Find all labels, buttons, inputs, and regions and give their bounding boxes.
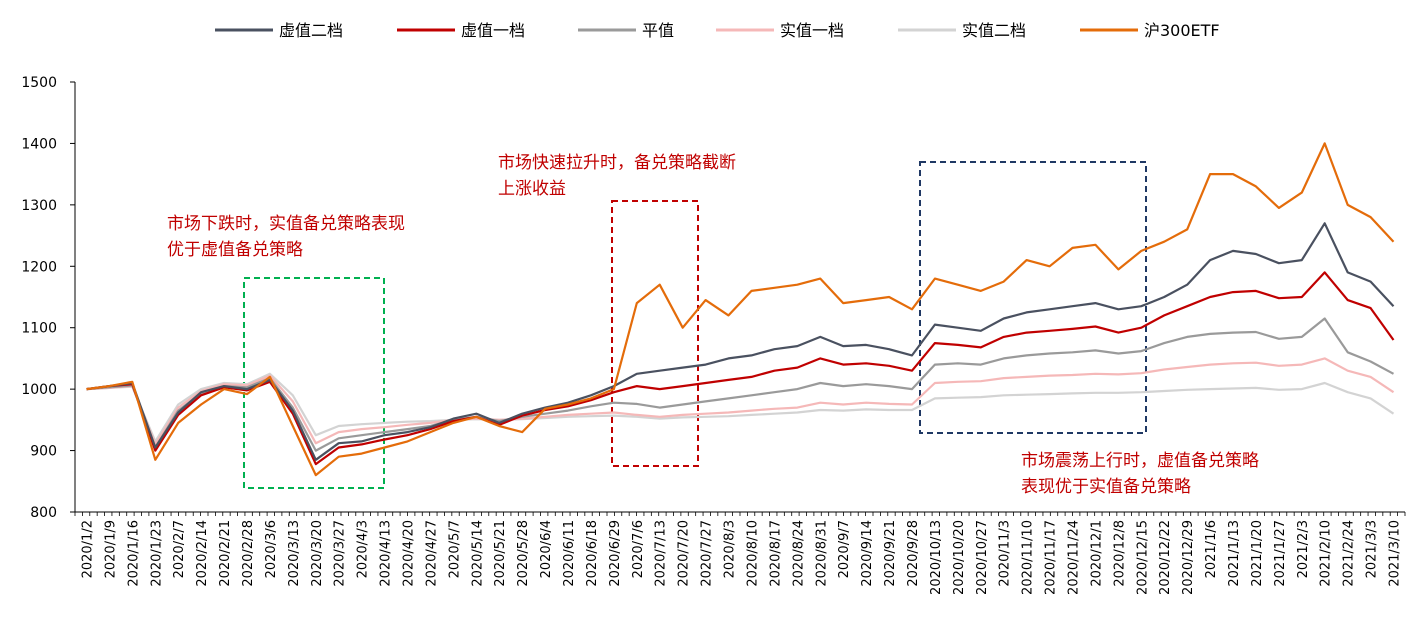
x-tick-label: 2020/1/23 (149, 520, 164, 587)
x-tick-label: 2020/4/13 (379, 520, 394, 587)
annotation-box (611, 200, 699, 467)
legend-label: 平值 (642, 21, 674, 40)
x-tick-label: 2020/5/14 (470, 520, 485, 587)
x-tick-label: 2020/11/17 (1044, 520, 1059, 595)
x-tick-label: 2020/7/6 (631, 520, 646, 578)
x-tick-label: 2020/11/3 (998, 520, 1013, 587)
x-tick-label: 2020/8/24 (791, 520, 806, 587)
x-tick-label: 2020/8/31 (814, 520, 829, 587)
series-line-5 (86, 142, 1395, 477)
x-tick-label: 2021/1/27 (1273, 520, 1288, 587)
y-tick-label: 1100 (21, 321, 57, 337)
x-tick-label: 2021/1/6 (1204, 520, 1219, 578)
series-line-1 (86, 271, 1395, 466)
x-tick-label: 2020/7/13 (654, 520, 669, 587)
x-tick-label: 2021/3/10 (1388, 520, 1403, 587)
annotation-box (919, 161, 1147, 434)
x-tick-label: 2020/5/7 (447, 520, 462, 578)
x-tick-label: 2020/4/20 (402, 520, 417, 587)
x-tick-label: 2021/2/24 (1342, 520, 1357, 587)
x-tick-label: 2020/4/27 (424, 520, 439, 587)
annotation-text: 市场快速拉升时，备兑策略截断 (498, 153, 736, 173)
x-tick-label: 2020/7/27 (700, 520, 715, 587)
x-tick-label: 2021/1/20 (1250, 520, 1265, 587)
x-tick-label: 2020/8/10 (745, 520, 760, 587)
x-tick-label: 2020/8/3 (723, 520, 738, 578)
x-tick-label: 2020/3/13 (287, 520, 302, 587)
x-tick-label: 2020/10/20 (952, 520, 967, 595)
series-lines (86, 142, 1395, 477)
x-tick-label: 2020/12/29 (1181, 520, 1196, 595)
x-tick-label: 2020/5/21 (493, 520, 508, 587)
x-tick-label: 2020/1/9 (103, 520, 118, 578)
x-tick-label: 2020/12/22 (1158, 520, 1173, 595)
x-tick-label: 2021/2/10 (1319, 520, 1334, 587)
legend-label: 实值二档 (962, 21, 1026, 40)
x-tick-label: 2020/2/28 (241, 520, 256, 587)
x-tick-label: 2020/2/14 (195, 520, 210, 587)
y-tick-label: 900 (30, 444, 57, 460)
x-tick-label: 2020/3/20 (310, 520, 325, 587)
x-tick-label: 2020/6/11 (562, 520, 577, 587)
x-tick-label: 2020/2/21 (218, 520, 233, 587)
series-line-2 (86, 317, 1395, 452)
legend: 虚值二档 虚值一档 平值 实值一档 实值二档 沪300ETF (215, 21, 1220, 40)
annotation-text: 表现优于实值备兑策略 (1021, 477, 1191, 497)
y-tick-label: 1400 (21, 136, 57, 152)
x-tick-label: 2021/1/13 (1227, 520, 1242, 587)
x-tick-label: 2020/6/18 (585, 520, 600, 587)
x-axis: 2020/1/2 2020/1/9 2020/1/16 2020/1/23 2020/2… (74, 511, 1406, 595)
x-tick-label: 2020/6/4 (539, 520, 554, 578)
x-tick-label: 2020/10/27 (975, 520, 990, 595)
x-tick-label: 2020/2/7 (172, 520, 187, 578)
x-tick-label: 2020/3/27 (333, 520, 348, 587)
x-tick-label: 2020/10/13 (929, 520, 944, 595)
x-tick-label: 2020/12/15 (1135, 520, 1150, 595)
series-line-3 (86, 357, 1395, 446)
y-tick-label: 1200 (21, 259, 57, 275)
x-tick-label: 2020/1/16 (126, 520, 141, 587)
x-tick-label: 2020/3/6 (264, 520, 279, 578)
x-tick-label: 2020/11/24 (1067, 520, 1082, 595)
x-tick-label: 2020/4/3 (356, 520, 371, 578)
x-tick-label: 2020/9/28 (906, 520, 921, 587)
legend-label: 虚值二档 (279, 21, 343, 40)
x-tick-label: 2020/1/2 (80, 520, 95, 578)
x-tick-label: 2020/9/7 (837, 520, 852, 578)
y-tick-label: 1500 (21, 75, 57, 91)
x-tick-label: 2021/2/3 (1296, 520, 1311, 578)
y-tick-label: 1000 (21, 382, 57, 398)
legend-label: 沪300ETF (1144, 21, 1220, 40)
annotation-text: 市场震荡上行时，虚值备兑策略 (1021, 451, 1259, 471)
x-tick-label: 2020/9/14 (860, 520, 875, 587)
y-tick-label: 800 (30, 505, 57, 521)
y-axis: 800 900 1000 1100 1200 1300 1400 1500 (21, 75, 76, 521)
legend-label: 实值一档 (780, 21, 844, 40)
series-line-4 (86, 372, 1395, 443)
annotation-text: 上涨收益 (498, 179, 566, 199)
x-tick-label: 2020/7/20 (677, 520, 692, 587)
x-tick-label: 2020/6/29 (608, 520, 623, 587)
x-tick-label: 2020/9/21 (883, 520, 898, 587)
annotation-text: 市场下跌时，实值备兑策略表现 (167, 214, 405, 234)
annotation-boxes (243, 161, 1147, 489)
y-tick-label: 1300 (21, 198, 57, 214)
x-tick-label: 2021/3/3 (1365, 520, 1380, 578)
x-tick-label: 2020/11/10 (1021, 520, 1036, 595)
x-tick-label: 2020/12/8 (1112, 520, 1127, 587)
annotation-text: 优于虚值备兑策略 (167, 240, 303, 260)
legend-label: 虚值一档 (461, 21, 525, 40)
x-tick-label: 2020/5/28 (516, 520, 531, 587)
series-line-0 (86, 222, 1395, 461)
x-tick-label: 2020/8/17 (768, 520, 783, 587)
x-tick-label: 2020/12/1 (1089, 520, 1104, 587)
